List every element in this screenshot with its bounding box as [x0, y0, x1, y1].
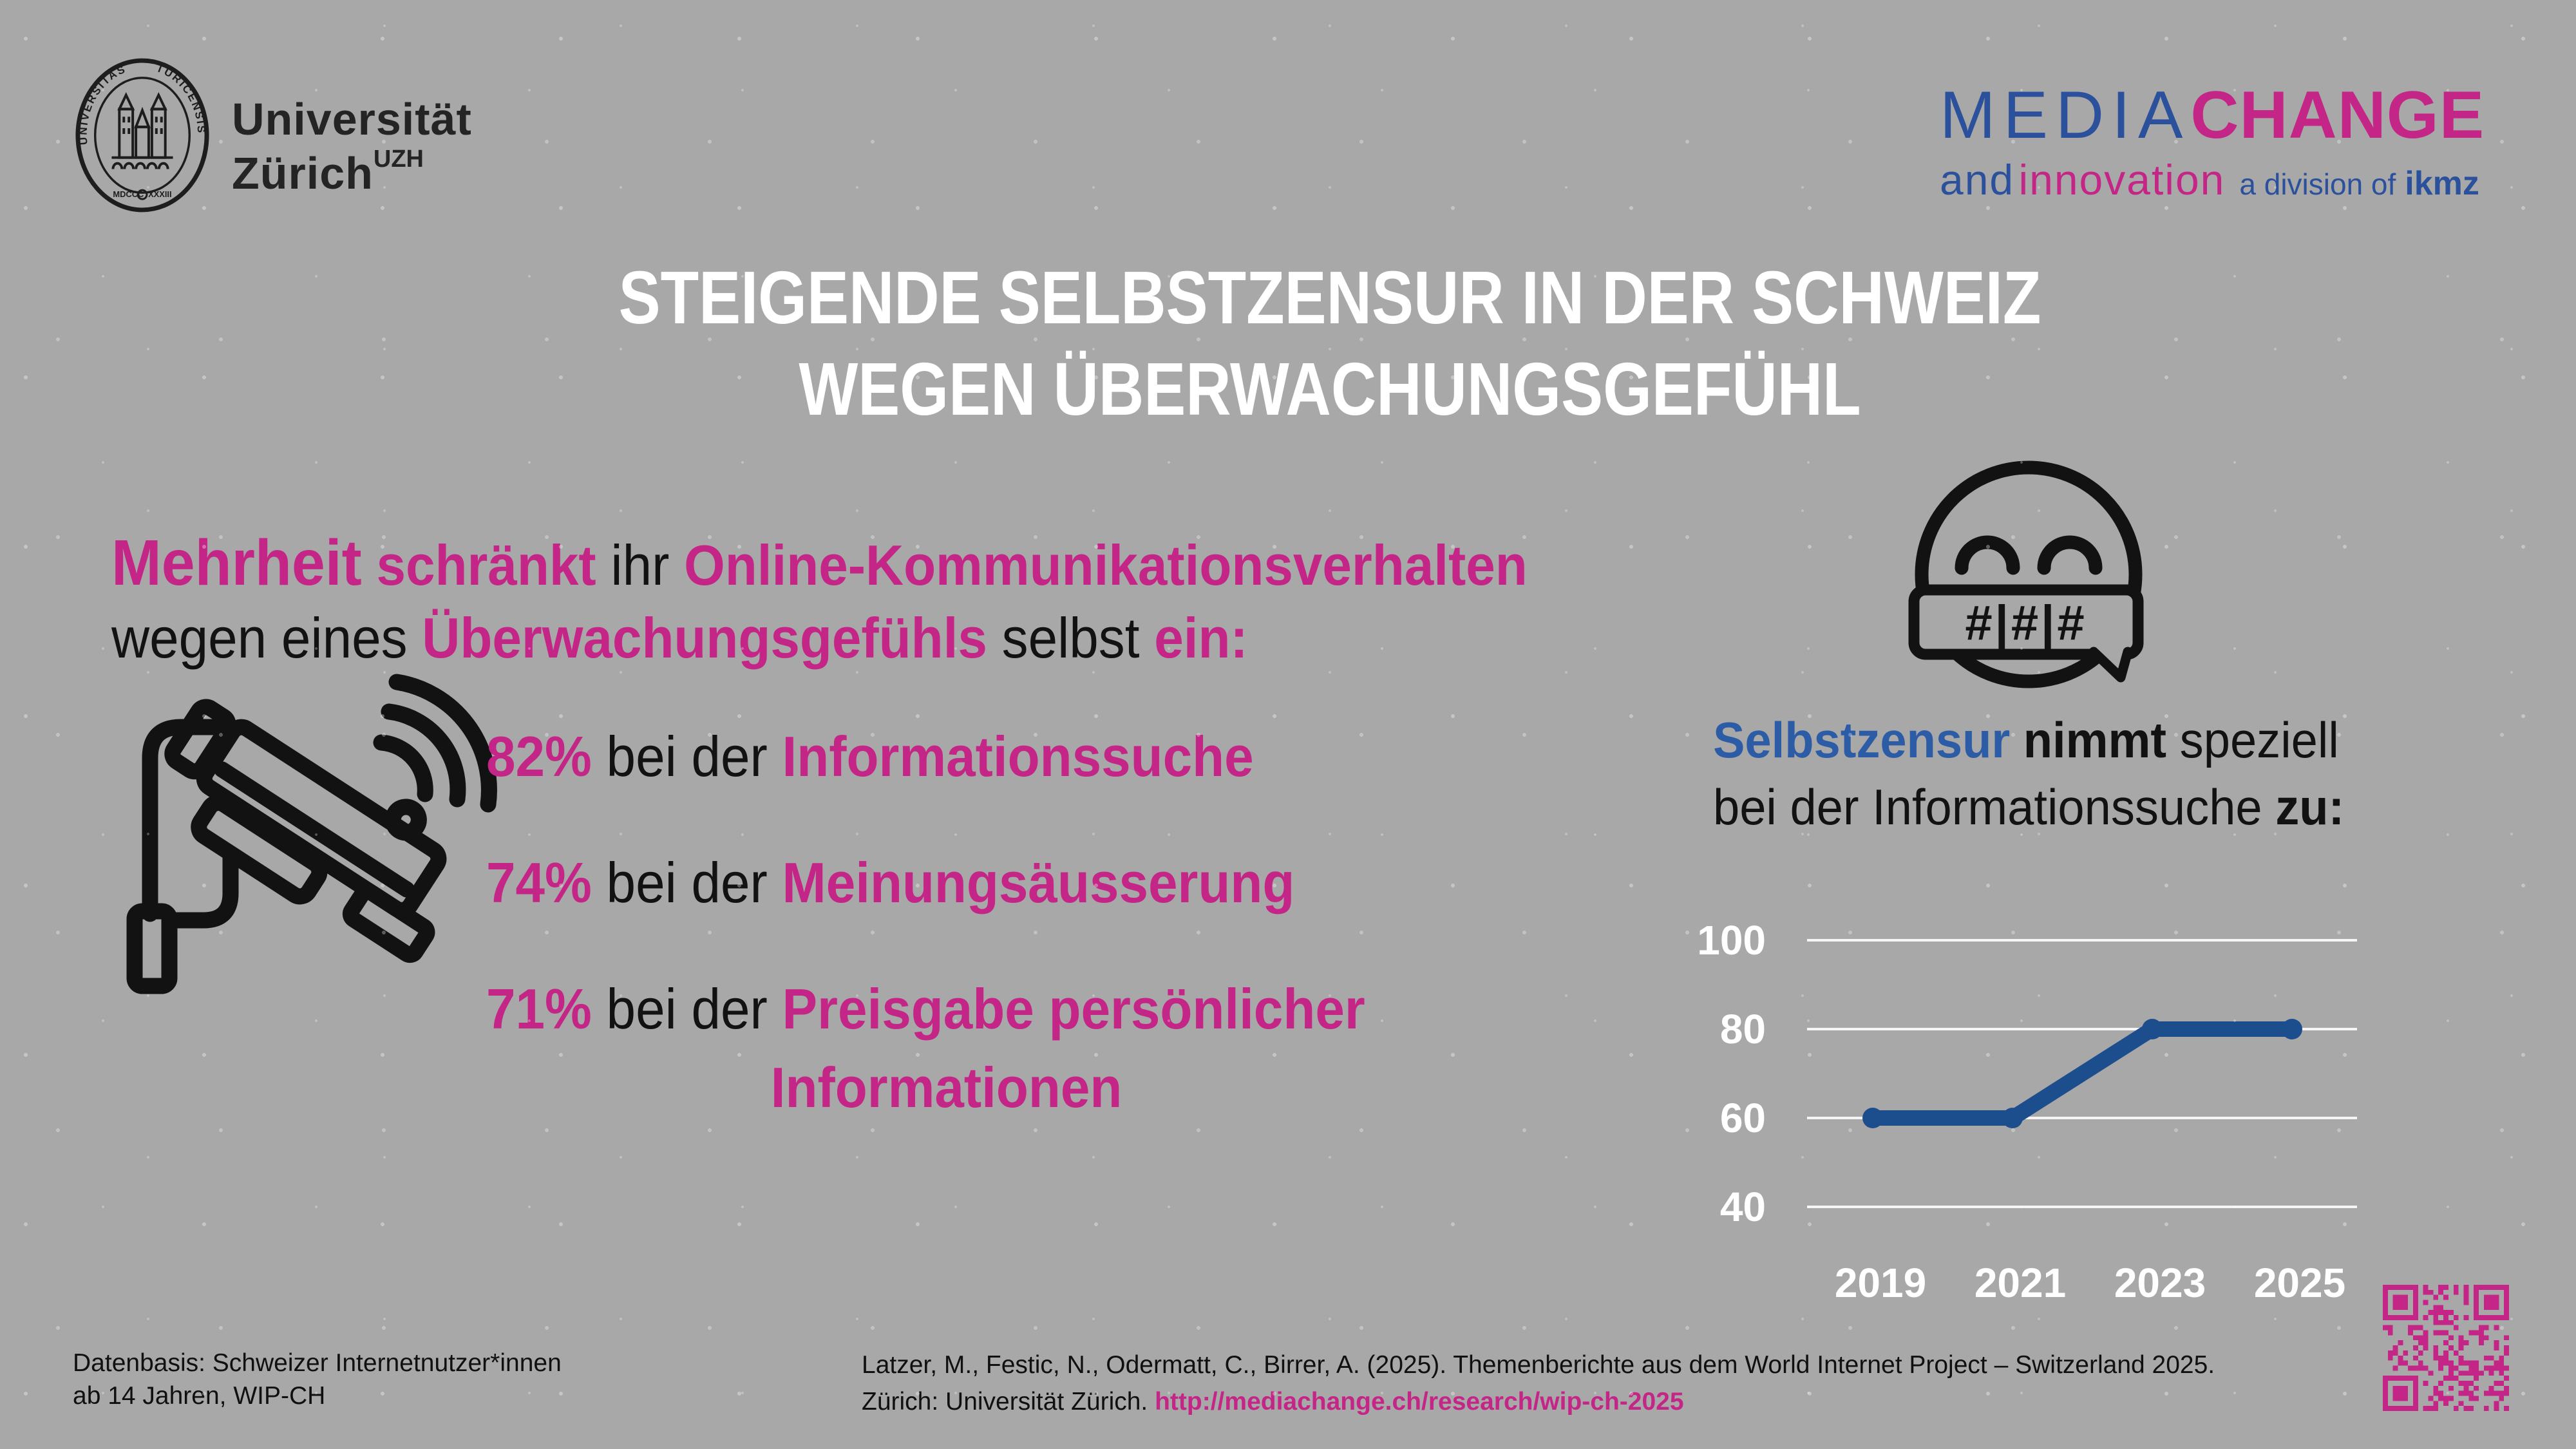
text-segment: Mehrheit [111, 527, 362, 599]
intro-text: Mehrheit schränkt ihr Online-Kommunikati… [111, 523, 1528, 673]
citation-line2: Zürich: Universität Zürich. http://media… [862, 1384, 2215, 1421]
text-segment: Überwachungsgefühls [422, 606, 987, 670]
stat-82-line: 82% bei der Informationssuche [486, 723, 1254, 791]
citation-line1: Latzer, M., Festic, N., Odermatt, C., Bi… [862, 1351, 2215, 1379]
chart-headline-line1: Selbstzensur nimmt speziell [1713, 707, 2344, 774]
text-segment: selbst [987, 606, 1155, 670]
and-text: and [1940, 156, 2015, 204]
uzh-sup: UZH [373, 145, 424, 173]
signal-arc-small [373, 734, 433, 802]
data-source-line1: Datenbasis: Schweizer Internetnutzer*inn… [73, 1349, 562, 1377]
text-segment: bei der [591, 977, 782, 1041]
emoji-bubble-tail [2088, 647, 2133, 683]
svg-text:60: 60 [1720, 1095, 1766, 1141]
citation-line2-prefix: Zürich: Universität Zürich. [862, 1387, 1155, 1416]
seal-text-mdccc: MDCCC [113, 189, 144, 199]
censored-mouth-emoji-icon: #|#|# [1908, 460, 2144, 688]
text-segment: ihr [596, 533, 685, 597]
emoji-right-eye [2037, 535, 2103, 575]
uzh-wordmark-line1: Universität [232, 94, 472, 144]
chart-headline: Selbstzensur nimmt speziell bei der Info… [1713, 707, 2344, 840]
camera-body-group [164, 699, 447, 963]
stat-71-line: 71% bei der Preisgabe persönlicher [486, 975, 1365, 1043]
text-segment: bei der Informationssuche [1713, 778, 2276, 835]
text-segment: Online-Kommunikationsverhalten [684, 533, 1528, 597]
data-source-note: Datenbasis: Schweizer Internetnutzer*inn… [73, 1347, 562, 1412]
text-segment: bei der [591, 724, 782, 788]
intro-line1: Mehrheit schränkt ihr Online-Kommunikati… [111, 523, 1528, 603]
media-change-logo: MEDIA CHANGE and innovation a division o… [1940, 77, 2485, 204]
text-segment: 71% [486, 977, 592, 1041]
text-segment: Selbstzensur [1713, 712, 2011, 768]
media-change-row1: MEDIA CHANGE [1940, 77, 2485, 154]
svg-text:80: 80 [1720, 1006, 1766, 1052]
text-segment: Informationen [770, 1055, 1122, 1119]
selbstzensur-line-chart: 100 80 60 40 2019 2021 2023 2025 [1697, 917, 2357, 1306]
stat-74-line: 74% bei der Meinungsäusserung [486, 849, 1294, 917]
innovation-word: innovation [2018, 156, 2226, 204]
seal-tower-windows [122, 117, 163, 135]
svg-text:2025: 2025 [2254, 1260, 2345, 1306]
text-segment: schränkt [361, 533, 596, 597]
camera-arm [162, 846, 239, 929]
text-segment: nimmt [2010, 712, 2167, 768]
svg-text:100: 100 [1697, 917, 1766, 963]
page-title: STEIGENDE SELBSTZENSUR IN DER SCHWEIZ WE… [84, 252, 2576, 435]
change-text: CHANGE [2190, 78, 2485, 153]
svg-text:2021: 2021 [1975, 1260, 2066, 1306]
svg-text:2019: 2019 [1835, 1260, 1926, 1306]
text-segment: bei der [591, 851, 782, 914]
stat-meinungsaeusserung: 74% bei der Meinungsäusserung [486, 849, 1294, 917]
stat-71-line2: Informationen [486, 1054, 1365, 1122]
text-segment: Meinungsäusserung [782, 851, 1295, 914]
media-text: MEDIA [1940, 78, 2191, 153]
camera-wall-plate [126, 903, 178, 994]
ikmz-text: ikmz [2405, 165, 2479, 202]
text-segment: wegen eines [111, 606, 422, 670]
svg-text:40: 40 [1720, 1184, 1766, 1230]
page-title-line1: STEIGENDE SELBSTZENSUR IN DER SCHWEIZ [618, 256, 2041, 339]
intro-line2: wegen eines Überwachungsgefühls selbst e… [111, 603, 1528, 673]
citation: Latzer, M., Festic, N., Odermatt, C., Bi… [862, 1347, 2215, 1420]
data-source-line2: ab 14 Jahren, WIP-CH [73, 1381, 326, 1410]
stat-informationssuche: 82% bei der Informationssuche [486, 723, 1254, 791]
signal-arc-medium [381, 703, 466, 808]
emoji-speech-bubble [1908, 584, 2144, 660]
emoji-censored-text: #|#|# [1965, 596, 2087, 651]
uzh-seal-icon: UNIVERSITAS TURICENSIS MDCCC XXXIII [75, 58, 209, 213]
page-title-line2: WEGEN ÜBERWACHUNGSGEFÜHL [799, 346, 1861, 431]
media-change-row2: and innovation a division of ikmz [1940, 155, 2485, 204]
qr-code [2383, 1285, 2509, 1411]
text-segment: ein: [1154, 606, 1248, 670]
citation-url-link[interactable]: http://mediachange.ch/research/wip-ch-20… [1155, 1387, 1684, 1416]
emoji-left-eye [1955, 535, 2020, 575]
text-segment: zu: [2275, 778, 2345, 835]
text-segment: Informationssuche [782, 724, 1254, 788]
uzh-wordmark-line2: ZürichUZH [232, 145, 424, 198]
seal-text-xxxiii: XXXIII [148, 189, 172, 199]
seal-cathedral-illustration [111, 91, 173, 169]
signal-arc-large [388, 674, 497, 813]
uzh-wordmark: Universität ZürichUZH [232, 94, 472, 200]
text-segment: Preisgabe persönlicher [782, 977, 1365, 1041]
division-text: a division of [2239, 167, 2396, 201]
chart-headline-line2: bei der Informationssuche zu: [1713, 774, 2344, 841]
stat-preisgabe: 71% bei der Preisgabe persönlicher Infor… [486, 975, 1365, 1121]
text-segment: 74% [486, 851, 592, 914]
text-segment: 82% [486, 724, 592, 788]
text-segment: speziell [2166, 712, 2339, 768]
emoji-face [1915, 460, 2143, 688]
svg-text:2023: 2023 [2114, 1260, 2206, 1306]
surveillance-camera-icon [126, 674, 497, 994]
